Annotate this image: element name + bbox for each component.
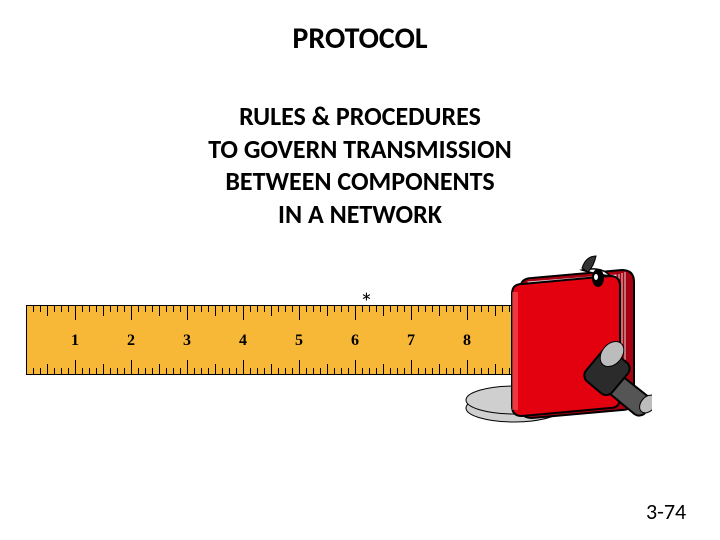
book-icon — [462, 248, 652, 438]
book-graphic — [462, 248, 652, 438]
body-text: RULES & PROCEDURES TO GOVERN TRANSMISSIO… — [0, 100, 720, 230]
body-line-4: IN A NETWORK — [0, 198, 720, 231]
body-line-3: BETWEEN COMPONENTS — [0, 165, 720, 198]
body-line-1: RULES & PROCEDURES — [0, 100, 720, 133]
title-text: PROTOCOL — [292, 20, 427, 57]
slide-title: PROTOCOL — [0, 20, 720, 57]
page-number: 3-74 — [646, 498, 686, 525]
slide: PROTOCOL RULES & PROCEDURES TO GOVERN TR… — [0, 0, 720, 540]
body-line-2: TO GOVERN TRANSMISSION — [0, 133, 720, 166]
